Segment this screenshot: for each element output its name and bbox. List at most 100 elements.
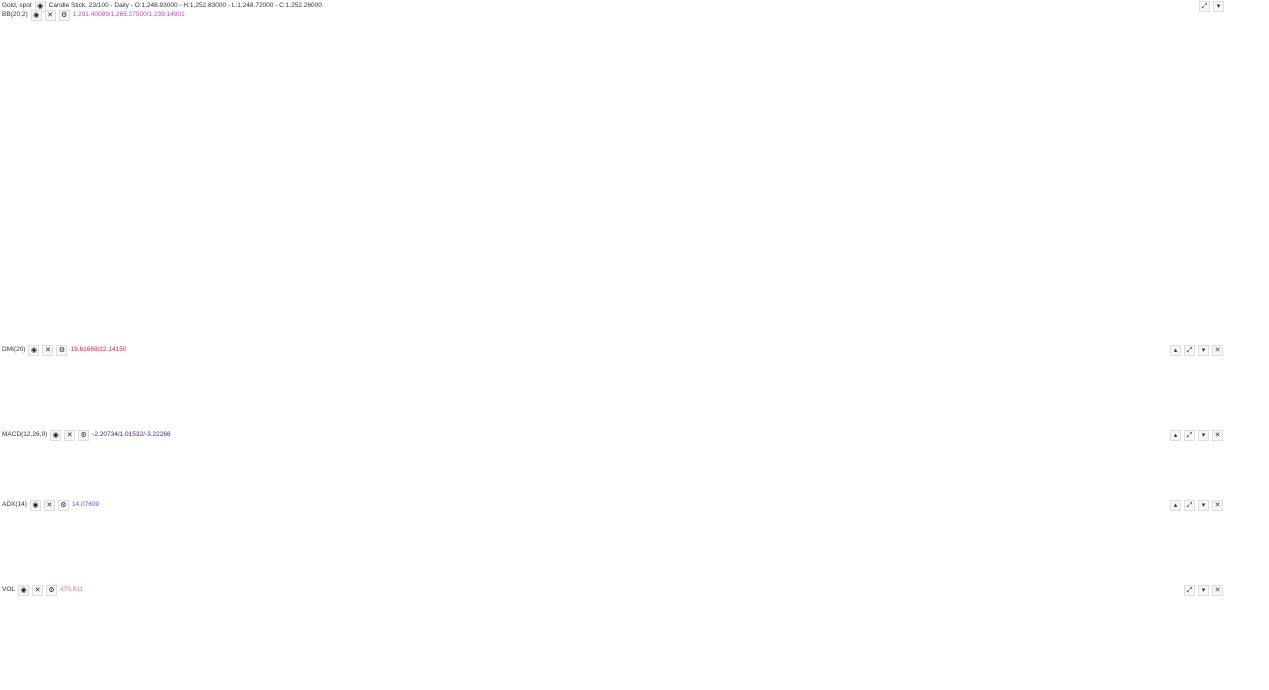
- dmi-marker-box: [1227, 386, 1267, 396]
- dmi-close-panel-icon[interactable]: ✕: [1212, 345, 1223, 356]
- macd-close-panel-icon[interactable]: ✕: [1212, 430, 1223, 441]
- macd-maximize-icon[interactable]: ⤢: [1184, 430, 1195, 441]
- macd-settings-gear-icon[interactable]: ⚙: [78, 429, 90, 441]
- adx-eye-icon[interactable]: ◉: [29, 499, 41, 511]
- volume-bar: [0, 604, 36, 678]
- adx-move-up-icon[interactable]: ▴: [1170, 500, 1181, 511]
- macd-marker-box: [1227, 480, 1267, 490]
- candle-body: [999, 191, 1036, 207]
- volume-bar: [761, 593, 798, 678]
- candle-body: [1046, 175, 1084, 189]
- adx-marker-box: [1227, 574, 1267, 584]
- vol-header: VOL ◉ ✕ ⚙ 470,811: [2, 584, 84, 596]
- macd-histogram-bar: [571, 458, 608, 471]
- scroll-down-icon[interactable]: ▾: [1213, 1, 1224, 12]
- volume-bar: [714, 614, 750, 678]
- macd-histogram-bar: [142, 461, 179, 471]
- price-tick-label: 1,260.40550: [1234, 143, 1269, 150]
- vol-tick-label: 10,343,266: [1234, 596, 1267, 603]
- volume-bar: [428, 623, 465, 678]
- adx-move-down-icon[interactable]: ▾: [1198, 500, 1209, 511]
- candle-body: [285, 116, 322, 144]
- bb-close-icon[interactable]: ✕: [44, 9, 56, 21]
- vol-close-icon[interactable]: ✕: [32, 584, 44, 596]
- candle-body: [904, 168, 941, 214]
- macd-label: MACD(12,26,9): [2, 431, 48, 438]
- bb-label: BB(20,2): [2, 11, 28, 18]
- volume-bar: [952, 609, 988, 678]
- macd-histogram-bar: [285, 461, 322, 471]
- macd-panel-controls: ▴ ⤢ ▾ ✕: [1170, 430, 1223, 441]
- price-marker-label: 1,265.27500: [1230, 125, 1266, 132]
- volume-bar: [809, 601, 846, 678]
- adx-close-panel-icon[interactable]: ✕: [1212, 500, 1223, 511]
- macd-signal-line: [17, 442, 1113, 478]
- macd-histogram-bar: [238, 460, 274, 471]
- candle-body: [0, 139, 37, 181]
- vol-move-down-icon[interactable]: ▾: [1198, 585, 1209, 596]
- vol-label: VOL: [2, 586, 16, 593]
- volume-bar: [618, 599, 655, 678]
- adx-marker-label: 14.07609: [1230, 576, 1257, 583]
- price-marker-box: [1227, 122, 1267, 132]
- candle-body: [761, 116, 798, 133]
- price-tick-label: 1,298.89117: [1234, 0, 1269, 7]
- price-tick-label: 1,289.26975: [1234, 36, 1269, 43]
- macd-line: [17, 437, 1113, 483]
- vol-values: 470,811: [60, 586, 84, 593]
- adx-settings-gear-icon[interactable]: ⚙: [57, 499, 69, 511]
- bb-settings-gear-icon[interactable]: ⚙: [58, 9, 70, 21]
- vol-marker-label: 470,811: [1230, 672, 1253, 679]
- panel-resize-handle: ⁝: [632, 580, 634, 587]
- vol-maximize-icon[interactable]: ⤢: [1184, 585, 1195, 596]
- volume-bar: [523, 606, 560, 678]
- macd-move-down-icon[interactable]: ▾: [1198, 430, 1209, 441]
- macd-histogram-bar: [0, 461, 36, 471]
- volume-bar: [856, 617, 893, 678]
- adx-values: 14.07609: [71, 501, 100, 508]
- adx-close-icon[interactable]: ✕: [43, 499, 55, 511]
- vol-marker-box: [1227, 669, 1267, 679]
- dmi-move-down-icon[interactable]: ▾: [1198, 345, 1209, 356]
- candle-body: [666, 116, 703, 125]
- adx-tick-label: 18.30157: [1234, 556, 1261, 563]
- dmi-maximize-icon[interactable]: ⤢: [1184, 345, 1195, 356]
- macd-histogram-bar: [1047, 470, 1084, 484]
- macd-histogram-bar: [380, 462, 417, 471]
- dmi-eye-icon[interactable]: ◉: [28, 344, 40, 356]
- dmi-marker-box: [1227, 376, 1267, 386]
- vol-eye-icon[interactable]: ◉: [18, 584, 30, 596]
- bollinger-middle-line: [18, 125, 1066, 211]
- volume-bar: [95, 610, 132, 678]
- vol-settings-gear-icon[interactable]: ⚙: [46, 584, 58, 596]
- macd-eye-icon[interactable]: ◉: [50, 429, 62, 441]
- dmi-plus-line: [17, 353, 1066, 384]
- price-marker-box: [1227, 219, 1267, 229]
- dmi-label: DMI(20): [2, 346, 26, 353]
- price-marker-label: 1,239.14901: [1230, 222, 1266, 229]
- candle-body: [951, 209, 989, 214]
- volume-bar: [380, 607, 417, 678]
- macd-histogram-bar: [999, 470, 1036, 485]
- bb-eye-icon[interactable]: ◉: [30, 9, 42, 21]
- vol-close-panel-icon[interactable]: ✕: [1212, 585, 1223, 596]
- dmi-marker-label: 19.61669: [1230, 388, 1257, 395]
- expand-icon[interactable]: ⤢: [1199, 1, 1210, 12]
- price-marker-label: 1,291.40099: [1230, 28, 1266, 35]
- volume-bar: [142, 610, 179, 678]
- adx-maximize-icon[interactable]: ⤢: [1184, 500, 1195, 511]
- dmi-settings-gear-icon[interactable]: ⚙: [56, 344, 68, 356]
- macd-tick-label: 4.87105: [1234, 447, 1258, 454]
- volume-bar: [238, 616, 274, 678]
- volume-bar: [1047, 674, 1084, 678]
- macd-move-up-icon[interactable]: ▴: [1170, 430, 1181, 441]
- dmi-move-up-icon[interactable]: ▴: [1170, 345, 1181, 356]
- dmi-close-icon[interactable]: ✕: [42, 344, 54, 356]
- bb-values: 1,291.40099/1,265.27500/1,239.14901: [72, 11, 185, 18]
- price-tick-label: 1,221.91984: [1234, 285, 1269, 292]
- price-tick-label: 1,241.16267: [1234, 214, 1269, 221]
- macd-close-icon[interactable]: ✕: [64, 429, 76, 441]
- dmi-panel-controls: ▴ ⤢ ▾ ✕: [1170, 345, 1223, 356]
